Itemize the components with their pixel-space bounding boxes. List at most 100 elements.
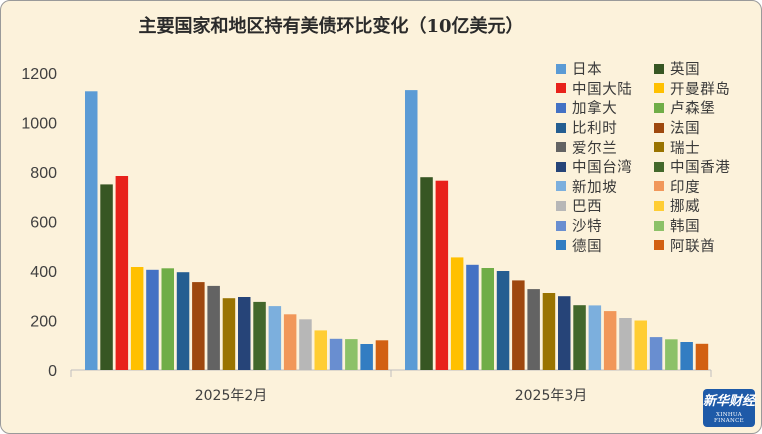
x-category-label: 2025年2月 — [195, 388, 268, 404]
bar — [680, 342, 693, 370]
bar — [283, 314, 297, 370]
bar — [161, 268, 174, 370]
legend-swatch — [654, 142, 664, 153]
legend-item: 中国大陆 — [556, 79, 654, 99]
legend-swatch — [654, 83, 664, 94]
bar — [345, 339, 358, 370]
bar — [466, 264, 479, 370]
bar — [512, 280, 525, 370]
legend-swatch — [556, 83, 566, 94]
bar — [588, 305, 602, 370]
bar — [222, 298, 236, 370]
legend-swatch — [654, 161, 664, 172]
y-tick-label: 200 — [30, 314, 57, 331]
legend-swatch — [556, 200, 566, 211]
legend-swatch — [556, 220, 566, 231]
x-category-label: 2025年3月 — [515, 388, 588, 404]
legend-label: 瑞士 — [670, 140, 701, 157]
legend-item: 开曼群岛 — [654, 79, 756, 99]
legend-label: 韩国 — [670, 219, 701, 236]
bar — [268, 306, 282, 370]
bar — [115, 176, 129, 370]
legend-item: 中国香港 — [654, 157, 756, 177]
bar — [207, 285, 220, 370]
bar — [634, 320, 647, 370]
legend-label: 英国 — [670, 62, 701, 79]
legend-label: 加拿大 — [572, 101, 618, 118]
legend-item: 挪威 — [654, 196, 756, 216]
legend-item: 德国 — [556, 235, 654, 255]
legend-label: 比利时 — [572, 121, 618, 138]
bar — [253, 301, 266, 370]
legend-swatch — [556, 102, 566, 113]
bar — [649, 337, 663, 370]
legend-label: 新加坡 — [572, 179, 618, 196]
bar — [619, 318, 632, 370]
legend-swatch — [654, 102, 664, 113]
legend-item: 印度 — [654, 177, 756, 197]
bar — [695, 343, 709, 370]
bar — [527, 289, 540, 370]
bar — [176, 272, 190, 370]
bar — [314, 330, 327, 370]
legend-swatch — [556, 142, 566, 153]
legend-label: 中国台湾 — [572, 160, 633, 177]
bar — [481, 268, 494, 370]
bar — [665, 339, 678, 370]
legend-label: 中国大陆 — [572, 81, 633, 98]
legend-label: 挪威 — [670, 199, 701, 216]
y-tick-label: 800 — [30, 165, 57, 182]
legend-label: 中国香港 — [670, 160, 731, 177]
bar — [405, 90, 418, 370]
bar — [146, 269, 159, 370]
bar — [573, 305, 586, 370]
legend-swatch — [556, 240, 566, 251]
legend-item: 法国 — [654, 118, 756, 138]
bar — [375, 340, 389, 370]
legend-label: 日本 — [572, 62, 603, 79]
y-tick-label: 600 — [30, 215, 57, 232]
y-tick-label: 1000 — [21, 116, 57, 133]
legend-label: 德国 — [572, 238, 603, 255]
chart-title: 主要国家和地区持有美债环比变化（10亿美元） — [138, 16, 524, 37]
legend-item: 爱尔兰 — [556, 137, 654, 157]
y-tick-label: 400 — [30, 264, 57, 281]
bar — [192, 282, 205, 370]
legend-item: 新加坡 — [556, 177, 654, 197]
legend-item: 英国 — [654, 59, 756, 79]
bar — [299, 319, 312, 370]
bar — [435, 180, 449, 370]
bar — [329, 338, 343, 370]
legend-item: 巴西 — [556, 196, 654, 216]
bar — [360, 344, 373, 370]
bar — [450, 257, 464, 370]
legend-swatch — [556, 181, 566, 192]
legend-label: 爱尔兰 — [572, 140, 618, 157]
legend-swatch — [654, 122, 664, 133]
bar — [496, 271, 510, 370]
logo-sub-text: XINHUA FINANCE — [714, 412, 744, 424]
bar — [542, 293, 556, 370]
legend-swatch — [654, 181, 664, 192]
y-tick-label: 1200 — [21, 66, 57, 83]
legend-item: 加拿大 — [556, 98, 654, 118]
legend-item: 中国台湾 — [556, 157, 654, 177]
legend: 日本 英国 中国大陆 开曼群岛 加拿大 卢森堡 比利时 法国 爱尔兰 瑞士 中国台湾 中国香港 新加坡 印… — [556, 59, 761, 255]
logo-main-text: 新华财经 — [703, 394, 756, 409]
y-tick-label: 0 — [48, 363, 57, 380]
legend-swatch — [654, 200, 664, 211]
legend-swatch — [654, 63, 664, 74]
bar — [420, 177, 433, 370]
bar — [85, 91, 98, 371]
legend-swatch — [556, 63, 566, 74]
legend-swatch — [556, 122, 566, 133]
legend-label: 开曼群岛 — [670, 81, 731, 98]
bar — [130, 267, 144, 370]
legend-swatch — [654, 220, 664, 231]
legend-swatch — [654, 240, 664, 251]
legend-label: 沙特 — [572, 219, 603, 236]
legend-item: 韩国 — [654, 216, 756, 236]
legend-label: 巴西 — [572, 199, 603, 216]
